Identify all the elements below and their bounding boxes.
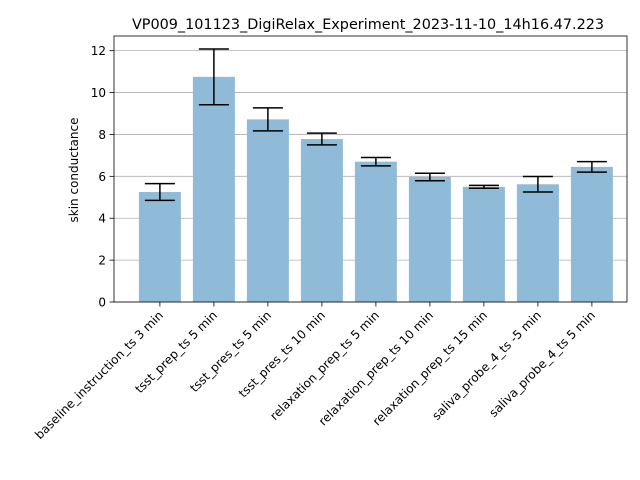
error-bar	[198, 48, 229, 106]
y-axis-label: skin conductance	[67, 118, 81, 223]
chart-title: VP009_101123_DigiRelax_Experiment_2023-1…	[132, 17, 604, 33]
x-tick-label: saliva_probe_4_ts -5 min	[429, 308, 544, 423]
bar	[462, 186, 505, 302]
y-ticks: 0 2 4 6 8 10 12	[91, 44, 114, 310]
error-bar	[576, 160, 607, 173]
bar	[138, 192, 181, 302]
y-tick-label: 12	[91, 44, 106, 58]
y-tick-label: 10	[91, 86, 106, 100]
error-bar	[414, 172, 445, 182]
x-ticks: baseline_instruction_ts 3 mintsst_prep_t…	[32, 302, 598, 442]
y-tick-label: 8	[98, 128, 106, 142]
y-tick-label: 2	[98, 254, 106, 268]
error-bar	[360, 156, 391, 167]
x-tick-label: relaxation_prep_ts 5 min	[267, 308, 382, 423]
bar	[300, 139, 343, 302]
y-tick-label: 0	[98, 296, 106, 310]
plot-frame	[113, 35, 628, 303]
bar	[246, 119, 289, 302]
error-bar	[144, 182, 175, 202]
x-tick-label: saliva_probe_4_ts 5 min	[486, 308, 598, 420]
x-tick-label: relaxation_prep_ts 15 min	[370, 308, 490, 428]
error-bar	[306, 132, 337, 146]
error-bars	[144, 48, 607, 202]
bar	[570, 166, 613, 302]
bar	[192, 76, 235, 302]
axes	[113, 35, 628, 303]
bar	[354, 161, 397, 302]
bar	[516, 184, 559, 302]
error-bar	[252, 107, 283, 132]
x-tick-label: relaxation_prep_ts 10 min	[316, 308, 436, 428]
y-tick-label: 4	[98, 212, 106, 226]
bar	[408, 176, 451, 302]
bars	[138, 76, 613, 302]
y-tick-label: 6	[98, 170, 106, 184]
error-bar	[468, 184, 499, 190]
error-bar	[522, 175, 553, 193]
